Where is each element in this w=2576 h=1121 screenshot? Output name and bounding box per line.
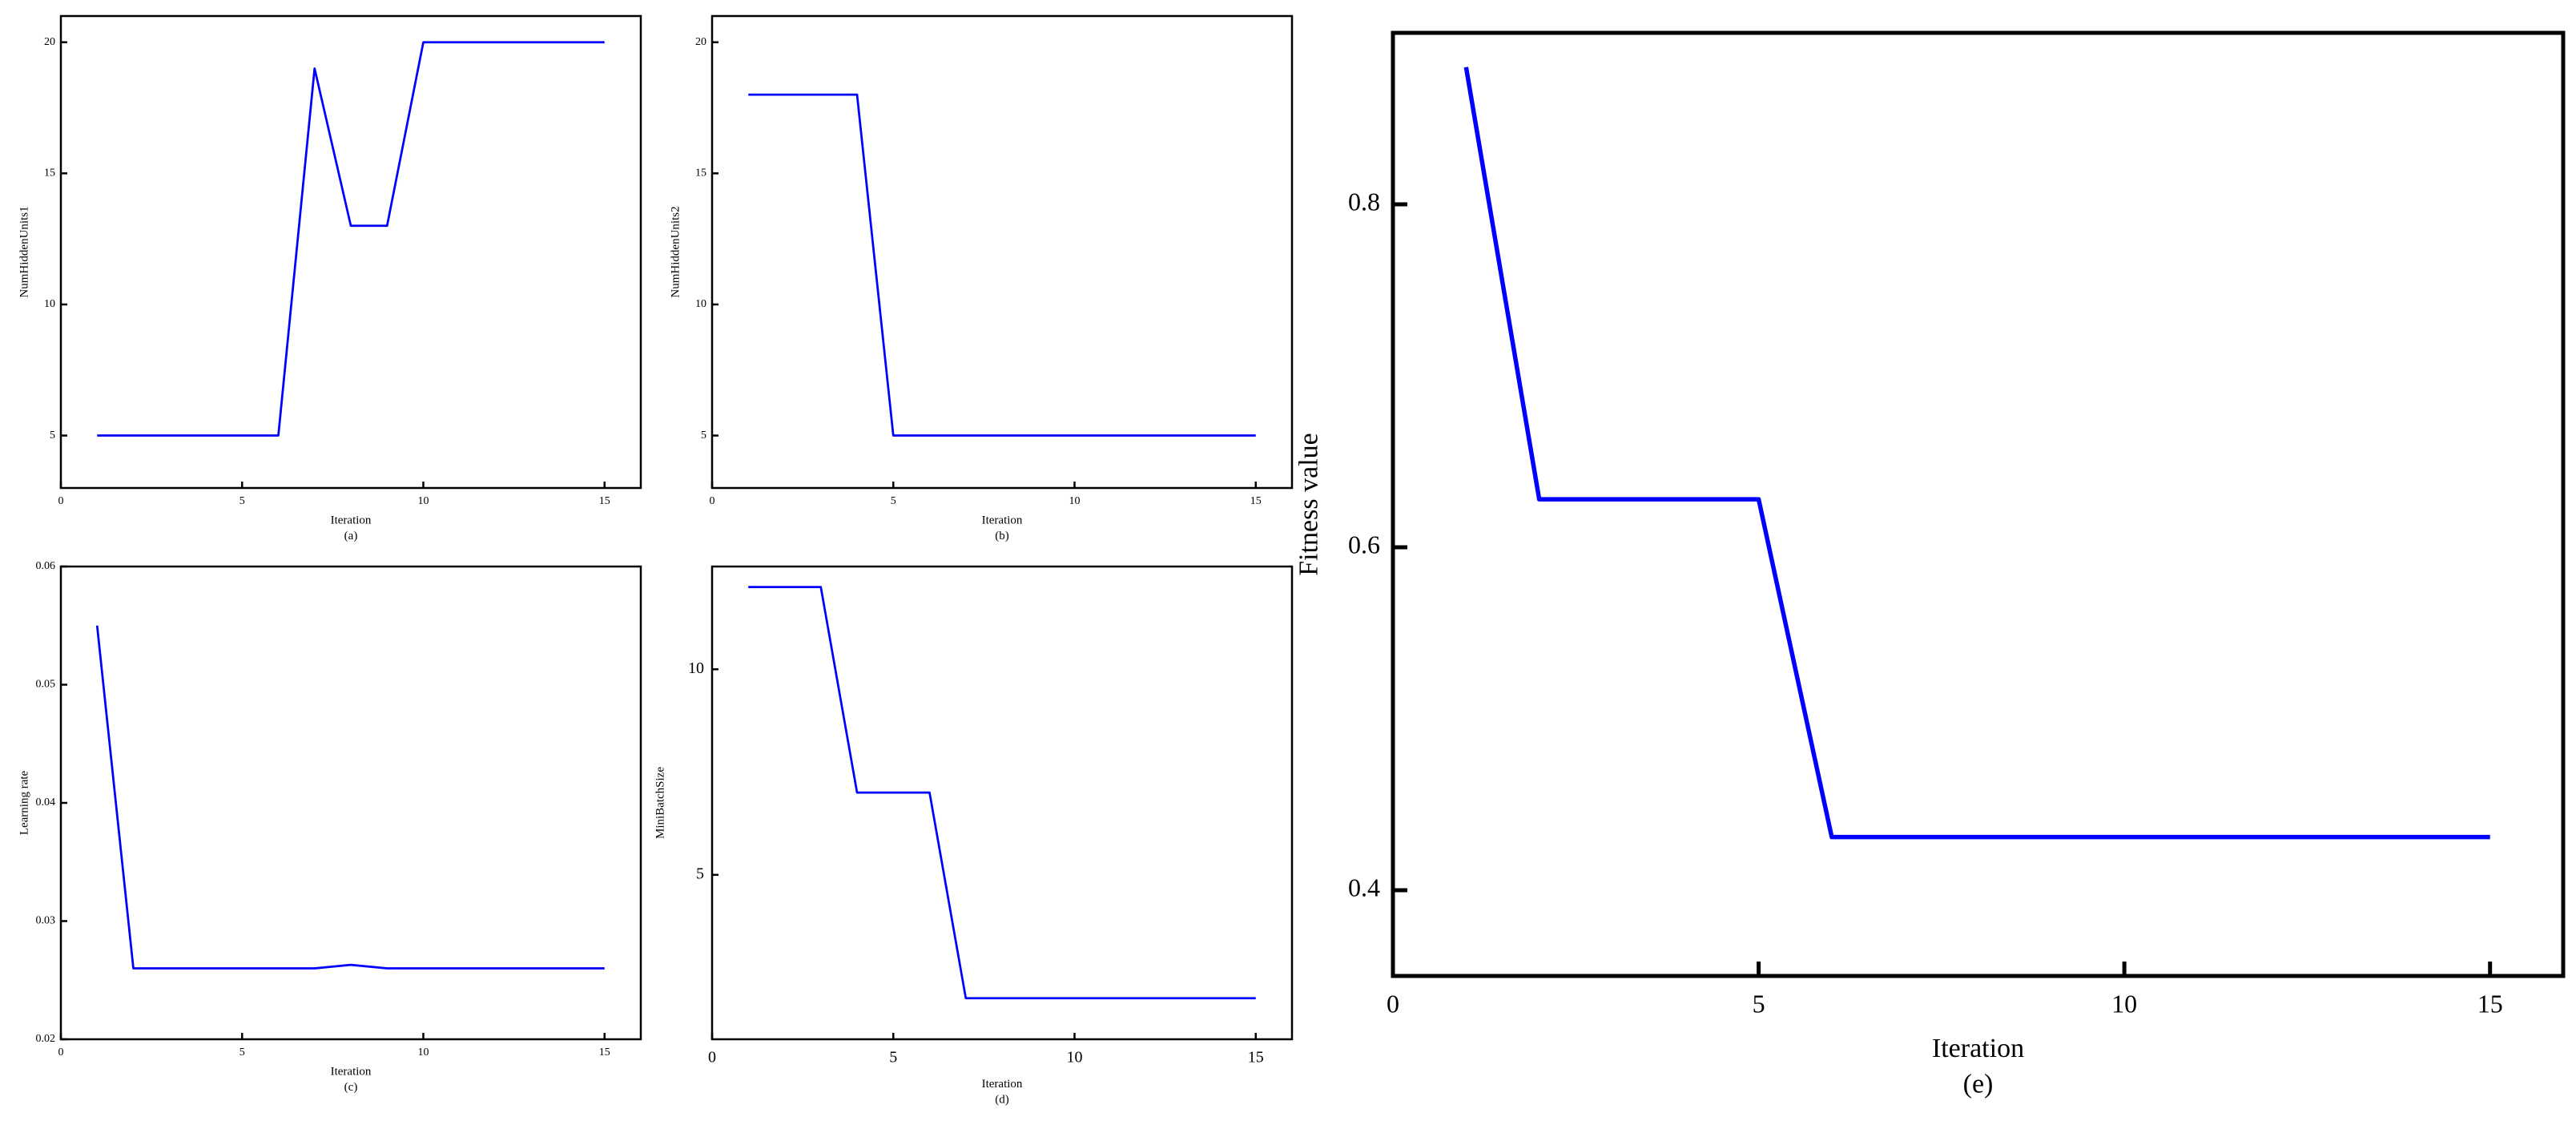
x-axis-label: Iteration — [1932, 1034, 2024, 1063]
caption: (d) — [995, 1093, 1009, 1106]
x-tick-label: 5 — [239, 495, 245, 507]
x-tick-label: 15 — [599, 1046, 610, 1058]
x-tick-label: 10 — [1067, 1049, 1083, 1067]
x-tick-label: 10 — [418, 495, 429, 507]
x-tick-label: 10 — [418, 1046, 429, 1058]
y-tick-label: 0.03 — [36, 915, 56, 927]
y-tick-label: 10 — [44, 298, 55, 310]
data-line — [95, 625, 605, 970]
x-tick-label: 0 — [1387, 990, 1399, 1018]
x-tick-label: 0 — [58, 495, 64, 507]
y-tick-label: 0.06 — [36, 560, 56, 572]
y-tick-label: 0.8 — [1348, 187, 1380, 216]
y-tick-label: 10 — [695, 298, 706, 310]
x-tick-label: 5 — [891, 495, 896, 507]
y-axis-label: NumHiddenUnits1 — [18, 206, 31, 297]
x-axis-label: Iteration — [982, 1078, 1023, 1091]
x-tick-label: 10 — [2111, 990, 2137, 1018]
x-tick-label: 5 — [239, 1046, 245, 1058]
y-tick-label: 20 — [695, 36, 706, 48]
y-axis-label: NumHiddenUnits2 — [670, 206, 682, 297]
y-axis-label: Learning rate — [18, 770, 31, 835]
x-tick-label: 15 — [1248, 1049, 1264, 1067]
y-axis-label: Fitness value — [1294, 433, 1323, 575]
caption: (e) — [1963, 1069, 1994, 1099]
y-tick-label: 5 — [701, 429, 706, 442]
y-tick-label: 0.02 — [36, 1033, 56, 1045]
plot-frame — [59, 14, 642, 490]
y-tick-label: 5 — [50, 429, 55, 442]
y-axis-label: MiniBatchSize — [654, 767, 666, 839]
x-tick-label: 5 — [889, 1049, 897, 1067]
y-tick-label: 5 — [696, 865, 704, 882]
caption: (c) — [344, 1081, 358, 1094]
x-tick-label: 10 — [1069, 495, 1081, 507]
y-tick-label: 0.6 — [1348, 530, 1380, 558]
x-tick-label: 0 — [708, 1049, 716, 1067]
y-tick-label: 0.4 — [1348, 873, 1380, 901]
data-line — [748, 586, 1256, 1000]
x-tick-label: 15 — [599, 495, 610, 507]
y-tick-label: 0.04 — [36, 796, 56, 808]
y-tick-label: 10 — [688, 659, 704, 677]
x-tick-label: 0 — [58, 1046, 64, 1058]
x-axis-label: Iteration — [982, 514, 1023, 526]
x-axis-label: Iteration — [331, 1065, 372, 1078]
x-tick-label: 0 — [710, 495, 715, 507]
plot-frame — [710, 14, 1294, 490]
caption: (a) — [344, 530, 358, 542]
data-line — [1463, 67, 2490, 840]
data-line — [748, 93, 1256, 437]
plot-frame — [710, 565, 1294, 1041]
x-axis-label: Iteration — [331, 514, 372, 526]
y-tick-label: 15 — [695, 167, 706, 179]
x-tick-label: 15 — [1250, 495, 1262, 507]
plot-frame — [1391, 30, 2566, 978]
x-tick-label: 15 — [2477, 990, 2503, 1018]
y-tick-label: 15 — [44, 167, 55, 179]
x-tick-label: 5 — [1753, 990, 1765, 1018]
data-line — [97, 41, 605, 437]
caption: (b) — [995, 530, 1009, 542]
y-tick-label: 20 — [44, 36, 55, 48]
y-tick-label: 0.05 — [36, 679, 56, 691]
